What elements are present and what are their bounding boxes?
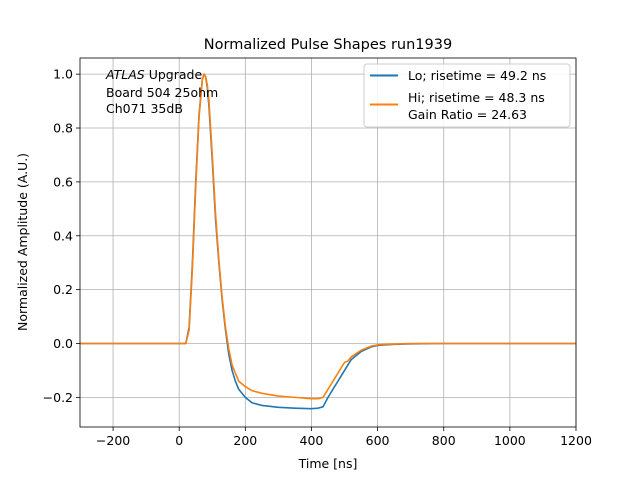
y-ticks: −0.2 0.0 0.2 0.4 0.6 0.8 1.0	[43, 67, 80, 405]
y-tick-label: 0.2	[53, 282, 73, 297]
y-tick-label: 0.4	[53, 228, 73, 243]
x-ticks: −200 0 200 400 600 800 1000 1200	[96, 427, 592, 448]
annotation-line-1: ATLAS Upgrade	[105, 67, 202, 82]
x-tick-label: 600	[366, 433, 390, 448]
atlas-annotation: ATLAS Upgrade Board 504 25ohm Ch071 35dB	[105, 67, 218, 116]
legend-label-hi-line-1: Hi; risetime = 48.3 ns	[408, 90, 545, 105]
plot-frame	[79, 57, 577, 428]
legend-label-hi-line-2: Gain Ratio = 24.63	[408, 107, 527, 122]
y-tick-label: 0.6	[53, 174, 73, 189]
x-tick-label: 200	[233, 433, 257, 448]
x-tick-label: 800	[432, 433, 456, 448]
x-tick-label: 400	[300, 433, 324, 448]
y-tick-label: −0.2	[43, 390, 73, 405]
x-tick-label: −200	[96, 433, 130, 448]
x-axis-label: Time [ns]	[298, 456, 358, 471]
x-tick-label: 1000	[494, 433, 526, 448]
y-axis-label: Normalized Amplitude (A.U.)	[15, 153, 30, 331]
annotation-line-2: Board 504 25ohm	[106, 85, 218, 100]
chart-title: Normalized Pulse Shapes run1939	[204, 37, 452, 53]
y-tick-label: 1.0	[53, 67, 73, 82]
legend-label-lo: Lo; risetime = 49.2 ns	[408, 68, 546, 83]
x-tick-label: 1200	[560, 433, 592, 448]
legend: Lo; risetime = 49.2 ns Hi; risetime = 48…	[363, 63, 571, 128]
x-tick-label: 0	[175, 433, 183, 448]
y-tick-label: 0.0	[53, 336, 73, 351]
series-layer	[80, 73, 576, 410]
annotation-line-3: Ch071 35dB	[106, 101, 183, 116]
series-line-hi	[80, 73, 576, 400]
y-tick-label: 0.8	[53, 121, 73, 136]
legend-box	[363, 63, 571, 128]
